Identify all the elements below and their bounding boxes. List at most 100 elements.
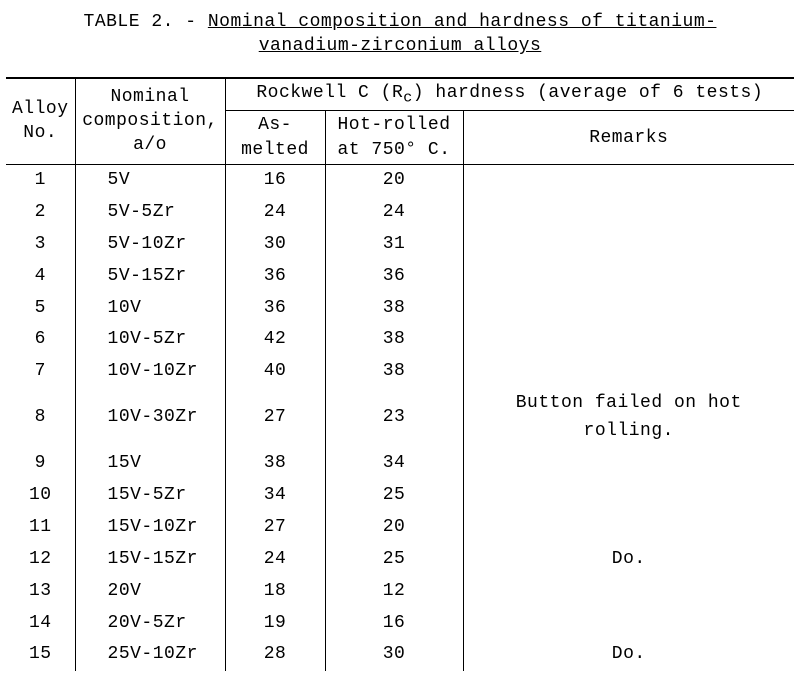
cell-remarks xyxy=(463,608,794,640)
cell-as-melted: 19 xyxy=(225,608,325,640)
cell-remarks xyxy=(463,576,794,608)
cell-hot-rolled: 30 xyxy=(325,639,463,671)
table-caption: TABLE 2. - Nominal composition and hardn… xyxy=(6,10,794,59)
cell-remarks xyxy=(463,197,794,229)
cell-hot-rolled: 12 xyxy=(325,576,463,608)
table-row: 510V3638 xyxy=(6,293,794,325)
cell-remarks xyxy=(463,165,794,197)
cell-alloy-no: 10 xyxy=(6,480,75,512)
cell-as-melted: 36 xyxy=(225,261,325,293)
cell-alloy-no: 4 xyxy=(6,261,75,293)
cell-alloy-no: 14 xyxy=(6,608,75,640)
cell-as-melted: 40 xyxy=(225,356,325,388)
table-row: 1420V-5Zr1916 xyxy=(6,608,794,640)
cell-hot-rolled: 25 xyxy=(325,544,463,576)
cell-remarks xyxy=(463,448,794,480)
cell-hot-rolled: 23 xyxy=(325,388,463,448)
cell-composition: 10V-5Zr xyxy=(75,324,225,356)
cell-composition: 15V-15Zr xyxy=(75,544,225,576)
cell-as-melted: 16 xyxy=(225,165,325,197)
cell-alloy-no: 7 xyxy=(6,356,75,388)
cell-remarks: Button failed on hot rolling. xyxy=(463,388,794,448)
cell-hot-rolled: 20 xyxy=(325,165,463,197)
cell-remarks: Do. xyxy=(463,544,794,576)
table-row: 1015V-5Zr3425 xyxy=(6,480,794,512)
cell-composition: 20V-5Zr xyxy=(75,608,225,640)
cell-alloy-no: 12 xyxy=(6,544,75,576)
cell-hot-rolled: 31 xyxy=(325,229,463,261)
table-row: 915V3834 xyxy=(6,448,794,480)
hdr-rockwell-span: Rockwell C (Rc) hardness (average of 6 t… xyxy=(225,78,794,111)
cell-alloy-no: 15 xyxy=(6,639,75,671)
cell-hot-rolled: 38 xyxy=(325,324,463,356)
cell-hot-rolled: 38 xyxy=(325,356,463,388)
table-row: 1115V-10Zr2720 xyxy=(6,512,794,544)
cell-alloy-no: 2 xyxy=(6,197,75,229)
cell-alloy-no: 11 xyxy=(6,512,75,544)
cell-as-melted: 24 xyxy=(225,544,325,576)
caption-line2: vanadium-zirconium alloys xyxy=(259,36,542,56)
hdr-rockwell-pre: Rockwell C (R xyxy=(256,83,403,103)
cell-composition: 10V-10Zr xyxy=(75,356,225,388)
cell-remarks xyxy=(463,356,794,388)
cell-hot-rolled: 20 xyxy=(325,512,463,544)
table-row: 710V-10Zr4038 xyxy=(6,356,794,388)
hardness-table: Alloy No. Nominal composition, a/o Rockw… xyxy=(6,77,794,672)
cell-hot-rolled: 25 xyxy=(325,480,463,512)
cell-alloy-no: 6 xyxy=(6,324,75,356)
hdr-asm-l2: melted xyxy=(241,140,309,160)
cell-as-melted: 24 xyxy=(225,197,325,229)
table-row: 35V-10Zr3031 xyxy=(6,229,794,261)
hdr-alloy-no-l2: No. xyxy=(23,123,57,143)
caption-lead: TABLE 2. - xyxy=(84,12,208,32)
hdr-rockwell-sub: c xyxy=(403,89,413,106)
cell-remarks xyxy=(463,480,794,512)
cell-as-melted: 28 xyxy=(225,639,325,671)
cell-composition: 5V-15Zr xyxy=(75,261,225,293)
cell-hot-rolled: 34 xyxy=(325,448,463,480)
cell-remarks: Do. xyxy=(463,639,794,671)
hdr-asm-l1: As- xyxy=(258,115,292,135)
cell-composition: 15V xyxy=(75,448,225,480)
cell-composition: 10V-30Zr xyxy=(75,388,225,448)
cell-hot-rolled: 36 xyxy=(325,261,463,293)
cell-alloy-no: 8 xyxy=(6,388,75,448)
hdr-comp-l1: Nominal xyxy=(110,87,189,107)
table-row: 1215V-15Zr2425Do. xyxy=(6,544,794,576)
cell-as-melted: 27 xyxy=(225,512,325,544)
cell-as-melted: 18 xyxy=(225,576,325,608)
cell-hot-rolled: 16 xyxy=(325,608,463,640)
cell-alloy-no: 13 xyxy=(6,576,75,608)
cell-as-melted: 27 xyxy=(225,388,325,448)
table-row: 15V1620 xyxy=(6,165,794,197)
cell-alloy-no: 3 xyxy=(6,229,75,261)
cell-hot-rolled: 38 xyxy=(325,293,463,325)
cell-composition: 20V xyxy=(75,576,225,608)
hdr-comp-l2: composition, xyxy=(82,111,218,131)
cell-remarks xyxy=(463,512,794,544)
cell-remarks xyxy=(463,261,794,293)
hdr-remarks: Remarks xyxy=(589,128,668,148)
hdr-rockwell-post: ) hardness (average of 6 tests) xyxy=(413,83,763,103)
cell-hot-rolled: 24 xyxy=(325,197,463,229)
cell-remarks xyxy=(463,293,794,325)
cell-composition: 25V-10Zr xyxy=(75,639,225,671)
cell-composition: 5V-5Zr xyxy=(75,197,225,229)
cell-as-melted: 42 xyxy=(225,324,325,356)
cell-composition: 15V-5Zr xyxy=(75,480,225,512)
cell-as-melted: 36 xyxy=(225,293,325,325)
table-row: 810V-30Zr2723Button failed on hot rollin… xyxy=(6,388,794,448)
hdr-hot-l1: Hot-rolled xyxy=(338,115,451,135)
table-row: 25V-5Zr2424 xyxy=(6,197,794,229)
cell-remarks xyxy=(463,324,794,356)
caption-line1: Nominal composition and hardness of tita… xyxy=(208,12,717,32)
table-row: 1320V1812 xyxy=(6,576,794,608)
cell-as-melted: 34 xyxy=(225,480,325,512)
cell-as-melted: 38 xyxy=(225,448,325,480)
hdr-alloy-no-l1: Alloy xyxy=(12,99,69,119)
cell-alloy-no: 9 xyxy=(6,448,75,480)
table-row: 610V-5Zr4238 xyxy=(6,324,794,356)
cell-composition: 15V-10Zr xyxy=(75,512,225,544)
hdr-hot-l2: at 750° C. xyxy=(338,140,451,160)
hdr-comp-l3: a/o xyxy=(133,135,167,155)
